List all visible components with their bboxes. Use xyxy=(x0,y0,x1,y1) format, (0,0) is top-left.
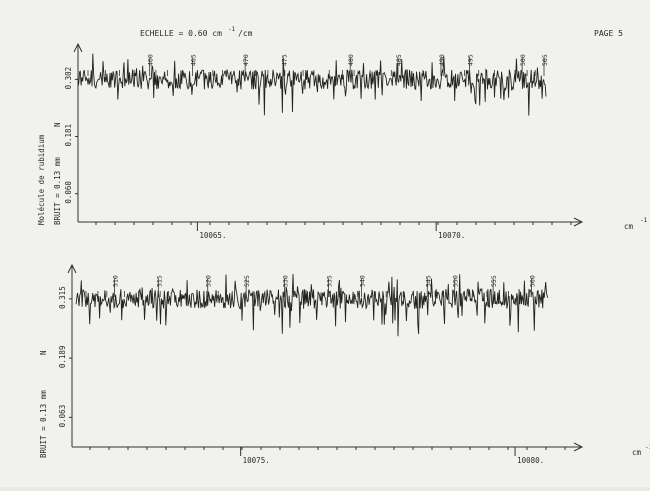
line-index-label: 535 xyxy=(325,275,333,287)
molecule-label: Molécule de rubidium xyxy=(37,134,46,225)
x-axis-arrow xyxy=(573,217,584,227)
line-index-label: 560 xyxy=(529,275,537,287)
scale-header: ECHELLE = 0.60 cm -1 /cm xyxy=(140,26,253,38)
y-tick-label: 0.181 xyxy=(64,124,73,147)
y-axis-arrow xyxy=(67,263,77,274)
noise-label-2: BRUIT = 0.13 mm xyxy=(39,390,48,458)
line-index-label: 520 xyxy=(205,275,213,287)
noise-symbol-1: N xyxy=(53,122,62,127)
y-tick-label: 0.060 xyxy=(64,181,73,204)
x-axis-unit-superscript-1: -1 xyxy=(640,217,648,224)
noise-symbol-2: N xyxy=(39,350,48,355)
line-index-label: 550 xyxy=(452,275,460,287)
x-tick-label: 10065. xyxy=(199,231,226,240)
line-index-label: 490 xyxy=(438,54,446,66)
line-index-label: 500 xyxy=(519,54,527,66)
x-tick-label: 10075. xyxy=(243,456,270,465)
line-index-label: 465 xyxy=(190,54,198,66)
scale-superscript: -1 xyxy=(228,26,236,33)
y-axis-arrow xyxy=(73,42,83,53)
line-index-label: 515 xyxy=(155,275,163,287)
spectrum-panel-2: cm -1 BRUIT = 0.13 mm N 10075. 10080. 0.31… xyxy=(39,263,650,465)
page-number: PAGE 5 xyxy=(594,29,623,38)
line-index-label: 505 xyxy=(541,54,549,66)
line-index-label: 525 xyxy=(243,275,251,287)
y-tick-label: 0.315 xyxy=(58,286,67,309)
scale-unit: /cm xyxy=(238,29,253,38)
line-index-label: 470 xyxy=(242,54,250,66)
x-tick-label: 10070. xyxy=(438,231,465,240)
y-tick-label: 0.302 xyxy=(64,67,73,90)
scale-label: ECHELLE = 0.60 cm xyxy=(140,29,222,38)
x-axis-unit-1: cm xyxy=(624,222,634,231)
line-index-label: 475 xyxy=(280,54,288,66)
line-index-label: 495 xyxy=(467,54,475,66)
y-tick-label: 0.063 xyxy=(58,405,67,428)
line-index-label: 545 xyxy=(424,275,432,287)
x-axis-unit-superscript-2: -1 xyxy=(645,444,650,451)
x-axis-unit-2: cm xyxy=(632,448,642,457)
line-index-label: 530 xyxy=(282,275,290,287)
spectrum-trace xyxy=(75,274,549,337)
line-index-label: 485 xyxy=(395,54,403,66)
line-index-label: 460 xyxy=(147,54,155,66)
x-axis-arrow xyxy=(573,442,584,452)
line-index-label: 480 xyxy=(347,54,355,66)
noise-label-1: BRUIT = 0.13 mm xyxy=(53,157,62,225)
x-tick-label: 10080. xyxy=(517,456,544,465)
line-index-label: 540 xyxy=(358,275,366,287)
y-tick-label: 0.189 xyxy=(58,346,67,369)
spectrum-panel-1: cm -1 Molécule de rubidium BRUIT = 0.13 … xyxy=(37,42,648,240)
line-index-label: 555 xyxy=(490,275,498,287)
line-index-label: 510 xyxy=(111,275,119,287)
